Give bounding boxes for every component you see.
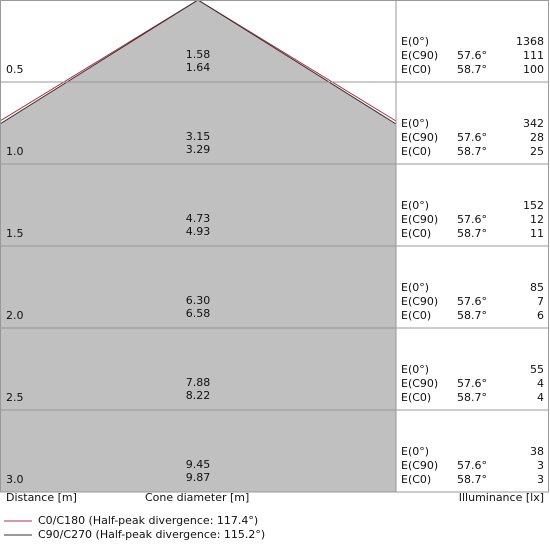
axis-label: Distance [m] (6, 491, 77, 504)
illuminance: 55 (530, 363, 544, 376)
illuminance: 28 (530, 131, 544, 144)
illuminance: 152 (523, 199, 544, 212)
cone-outline-c0 (0, 0, 397, 122)
illuminance-label: E(C90) (401, 295, 438, 308)
diameter: 4.73 (186, 212, 211, 225)
diameter: 8.22 (186, 389, 211, 402)
illuminance-label: E(C90) (401, 131, 438, 144)
cone-outline-c90 (0, 0, 397, 125)
angle: 57.6° (457, 459, 487, 472)
angle: 57.6° (457, 49, 487, 62)
diameter: 6.58 (186, 307, 211, 320)
illuminance: 100 (523, 63, 544, 76)
diameter: 1.64 (186, 61, 211, 74)
illuminance-label: E(C90) (401, 49, 438, 62)
legend-entry: C0/C180 (Half-peak divergence: 117.4°) (38, 514, 258, 527)
illuminance-label: E(C90) (401, 377, 438, 390)
illuminance-label: E(C0) (401, 227, 431, 240)
illuminance-label: E(0°) (401, 35, 429, 48)
illuminance: 342 (523, 117, 544, 130)
illuminance-label: E(C0) (401, 145, 431, 158)
illuminance: 4 (537, 377, 544, 390)
diameter: 3.29 (186, 143, 211, 156)
distance: 1.5 (6, 227, 24, 240)
illuminance-label: E(0°) (401, 281, 429, 294)
angle: 58.7° (457, 391, 487, 404)
angle: 58.7° (457, 63, 487, 76)
diameter: 9.45 (186, 458, 211, 471)
illuminance: 11 (530, 227, 544, 240)
illuminance: 7 (537, 295, 544, 308)
diameter: 1.58 (186, 48, 211, 61)
illuminance-label: E(0°) (401, 363, 429, 376)
illuminance: 12 (530, 213, 544, 226)
angle: 57.6° (457, 295, 487, 308)
illuminance: 1368 (516, 35, 544, 48)
angle: 57.6° (457, 213, 487, 226)
diameter: 7.88 (186, 376, 211, 389)
illuminance: 25 (530, 145, 544, 158)
illuminance: 38 (530, 445, 544, 458)
illuminance: 6 (537, 309, 544, 322)
diameter: 6.30 (186, 294, 211, 307)
illuminance: 3 (537, 473, 544, 486)
illuminance: 4 (537, 391, 544, 404)
illuminance: 111 (523, 49, 544, 62)
illuminance-label: E(C90) (401, 213, 438, 226)
diameter: 9.87 (186, 471, 211, 484)
illuminance-label: E(C0) (401, 473, 431, 486)
angle: 57.6° (457, 377, 487, 390)
diameter: 4.93 (186, 225, 211, 238)
distance: 0.5 (6, 63, 24, 76)
angle: 58.7° (457, 145, 487, 158)
distance: 2.5 (6, 391, 24, 404)
illuminance-label: E(C0) (401, 63, 431, 76)
angle: 58.7° (457, 473, 487, 486)
illuminance-label: E(C0) (401, 309, 431, 322)
illuminance-label: E(0°) (401, 117, 429, 130)
axis-label: Cone diameter [m] (145, 491, 249, 504)
illuminance-label: E(C0) (401, 391, 431, 404)
distance: 2.0 (6, 309, 24, 322)
legend-entry: C90/C270 (Half-peak divergence: 115.2°) (38, 528, 265, 541)
angle: 57.6° (457, 131, 487, 144)
angle: 58.7° (457, 309, 487, 322)
angle: 58.7° (457, 227, 487, 240)
illuminance: 3 (537, 459, 544, 472)
illuminance-label: E(C90) (401, 459, 438, 472)
illuminance-label: E(0°) (401, 445, 429, 458)
axis-label: Illuminance [lx] (459, 491, 544, 504)
diameter: 3.15 (186, 130, 211, 143)
distance: 3.0 (6, 473, 24, 486)
illuminance: 85 (530, 281, 544, 294)
distance: 1.0 (6, 145, 24, 158)
illuminance-label: E(0°) (401, 199, 429, 212)
